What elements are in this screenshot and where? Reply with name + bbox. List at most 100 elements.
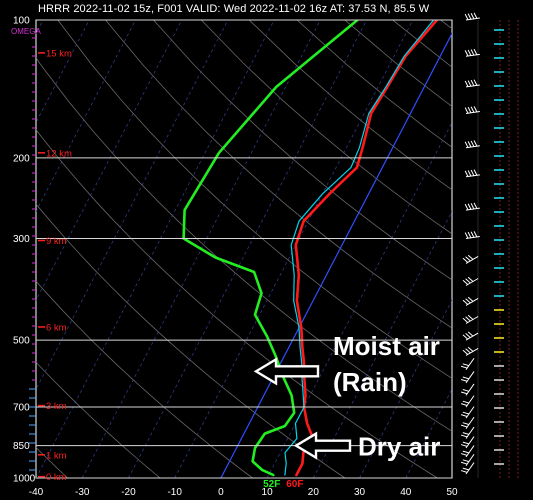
wind-barb	[464, 79, 480, 88]
wind-barb-feather	[473, 169, 478, 176]
wind-barb-staff	[465, 416, 475, 429]
zero-isotherm	[220, 32, 452, 478]
wind-barb-feather	[464, 80, 469, 87]
wind-barb-feather	[465, 278, 471, 284]
wind-barb-feather	[460, 444, 468, 447]
temperature-tick: -10	[167, 487, 182, 498]
wind-barb-shaft	[460, 426, 475, 439]
wind-barb-shaft	[462, 314, 479, 324]
omega-label: OMEGA	[11, 27, 41, 36]
wind-barb-shaft	[460, 453, 475, 466]
surface-label: 60F	[286, 479, 303, 490]
wind-barb-shaft	[460, 416, 475, 429]
wind-barb-feather	[462, 432, 470, 435]
wind-barb	[460, 462, 475, 475]
wind-barb-staff	[465, 426, 475, 439]
wind-barb-feather	[467, 80, 472, 87]
wind-barb-feather	[467, 346, 474, 352]
temperature-tick: 50	[446, 487, 458, 498]
wind-barb-shaft	[462, 254, 479, 264]
pressure-label: 700	[13, 403, 30, 414]
dry-adiabat	[36, 57, 452, 432]
wind-barb-feather	[464, 170, 469, 177]
height-label: 12 km	[46, 148, 72, 159]
height-labels: 15 km 12 km 9 km 6 km 3 km 1 km 0 km	[38, 48, 72, 483]
pressure-label: 100	[13, 16, 30, 27]
wind-barb-staff	[465, 371, 475, 384]
isotherm	[312, 210, 452, 478]
wind-barb-feather	[464, 203, 469, 211]
wind-barb-feather	[467, 203, 472, 210]
wind-barb-feather	[462, 349, 469, 355]
wind-barb-feather	[467, 13, 472, 20]
wind-barb-feather	[473, 202, 478, 209]
wind-barb-feather	[473, 79, 478, 86]
isotherm	[36, 20, 275, 478]
wind-barb-feather	[462, 299, 469, 305]
wind-barb	[464, 140, 480, 149]
wetbulb-line	[284, 20, 435, 476]
wind-barb	[460, 426, 475, 439]
surface-label: 52F	[263, 479, 280, 490]
temperature-tick: -40	[29, 487, 44, 498]
wind-barb-staff	[465, 111, 480, 114]
wind-barb-feather	[467, 314, 474, 320]
wind-barb	[462, 331, 479, 341]
height-label: 0 km	[46, 472, 67, 483]
wind-barb-shaft	[460, 436, 475, 449]
wind-barb-feather	[462, 279, 469, 285]
wind-barb-feather	[462, 376, 470, 380]
wind-barb-shaft	[462, 276, 479, 286]
wind-barb-feather	[462, 257, 469, 263]
wind-barb-staff	[465, 406, 475, 419]
wind-barb-feather	[464, 107, 469, 114]
wind-barb-shaft	[460, 357, 475, 370]
wind-barb-shaft	[462, 346, 479, 356]
wind-barb-feather	[462, 450, 470, 454]
wind-barb-feather	[462, 389, 470, 392]
height-label: 9 km	[46, 236, 67, 247]
height-label: 6 km	[46, 322, 67, 333]
temperature-tick: -20	[121, 487, 136, 498]
wind-barb-staff	[465, 453, 475, 466]
omega-axis: OMEGA	[11, 27, 41, 471]
wind-barb	[464, 202, 480, 211]
wind-barb-staff	[465, 436, 475, 449]
wind-barb-feather	[465, 316, 471, 322]
wind-barb-feather	[470, 79, 475, 87]
wind-barb	[464, 106, 480, 114]
wind-barb-feather	[462, 317, 469, 323]
wind-barb	[462, 314, 479, 324]
wind-barb-shaft	[464, 202, 480, 211]
wind-barb-feather	[473, 106, 478, 113]
wind-barb-feather	[462, 334, 469, 340]
wind-barb-feather	[465, 298, 471, 304]
wind-barb-feather	[467, 254, 474, 260]
moist-air-arrow	[253, 357, 320, 386]
wind-barb	[460, 416, 475, 429]
wind-barb-feather	[460, 414, 468, 417]
wind-barb-feather	[467, 296, 474, 302]
wind-barb-feather	[465, 256, 471, 262]
wind-barb-shaft	[460, 406, 475, 419]
wind-barb-shaft	[460, 462, 475, 475]
wind-barb	[460, 406, 475, 419]
wind-barb-feather	[462, 400, 470, 404]
wind-barb-feather	[464, 232, 469, 239]
wind-barb-feather	[460, 391, 468, 395]
wind-barb-feather	[467, 170, 472, 177]
wind-barb-feather	[460, 434, 468, 438]
wind-barb-shaft	[460, 445, 475, 458]
omega-strip	[494, 20, 519, 478]
wind-barb-shaft	[464, 79, 480, 88]
wind-barb-feather	[473, 231, 478, 238]
wind-barb-feather	[467, 141, 472, 148]
temperature-tick: -30	[75, 487, 90, 498]
wind-barb-feather	[460, 378, 468, 382]
temperature-tick: 0	[218, 487, 224, 498]
wind-barb	[464, 48, 480, 57]
wind-barb-staff	[465, 278, 479, 286]
wind-barb	[464, 169, 480, 178]
plot-frame	[35, 19, 453, 479]
wind-barb-staff	[465, 53, 480, 57]
